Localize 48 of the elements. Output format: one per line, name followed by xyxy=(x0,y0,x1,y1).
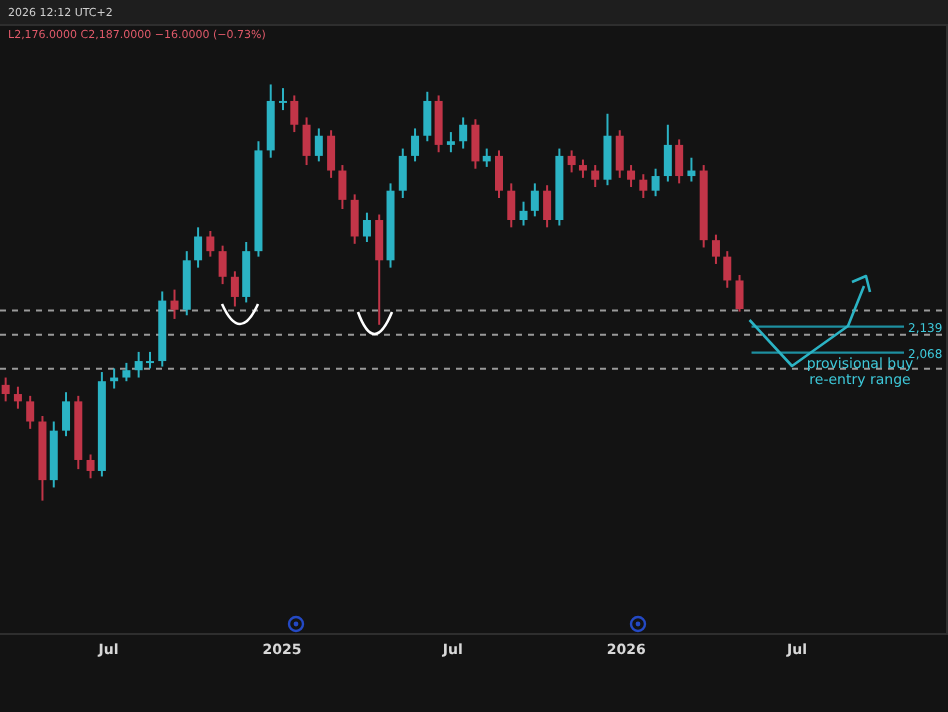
candlestick xyxy=(194,226,203,269)
candlestick xyxy=(567,149,576,174)
candlestick xyxy=(327,129,336,179)
candlestick xyxy=(411,127,420,163)
candlestick xyxy=(735,273,744,313)
candlestick xyxy=(530,182,539,218)
candlestick xyxy=(206,230,215,258)
candlestick xyxy=(723,250,732,289)
candlestick xyxy=(302,116,311,167)
candlestick xyxy=(375,213,384,326)
candlestick xyxy=(230,270,239,308)
candlestick xyxy=(591,164,600,189)
candlestick xyxy=(26,394,35,430)
candlestick xyxy=(507,182,516,229)
candlestick xyxy=(242,240,251,304)
candlestick xyxy=(639,173,648,200)
candlestick xyxy=(651,167,660,198)
candlestick xyxy=(627,164,636,189)
candlestick xyxy=(122,361,131,383)
candlestick xyxy=(446,131,455,154)
candlestick xyxy=(398,147,407,200)
candlestick xyxy=(13,385,22,410)
candlestick xyxy=(663,123,672,183)
candlestick xyxy=(711,233,720,265)
candlestick xyxy=(675,138,684,185)
candlestick xyxy=(218,244,227,286)
candlestick xyxy=(170,288,179,320)
candlestick xyxy=(603,112,612,187)
candlestick xyxy=(338,164,347,211)
candlestick xyxy=(86,453,95,480)
candlestick xyxy=(278,87,287,112)
candlestick xyxy=(495,149,503,200)
candlestick xyxy=(423,90,432,143)
candlestick xyxy=(519,200,528,227)
candlestick xyxy=(362,211,371,243)
candlestick xyxy=(543,184,552,229)
candlestick xyxy=(434,94,443,154)
candlestick xyxy=(471,118,480,170)
candlestick xyxy=(459,116,468,150)
candlestick xyxy=(350,193,359,245)
candlestick xyxy=(290,94,299,134)
candlestick xyxy=(578,158,587,179)
candlestick xyxy=(615,129,624,179)
candlestick xyxy=(482,147,491,168)
candlestick xyxy=(314,127,323,163)
candlestick xyxy=(687,156,696,183)
candlestick xyxy=(62,391,71,438)
candlestick xyxy=(1,376,10,403)
